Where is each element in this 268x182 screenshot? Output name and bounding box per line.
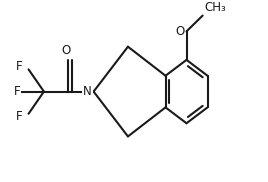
Text: F: F [16, 60, 23, 73]
Text: O: O [62, 44, 71, 57]
Text: F: F [16, 110, 23, 123]
Text: N: N [83, 85, 92, 98]
Text: O: O [175, 25, 184, 38]
Text: CH₃: CH₃ [205, 1, 226, 14]
Text: F: F [14, 85, 20, 98]
